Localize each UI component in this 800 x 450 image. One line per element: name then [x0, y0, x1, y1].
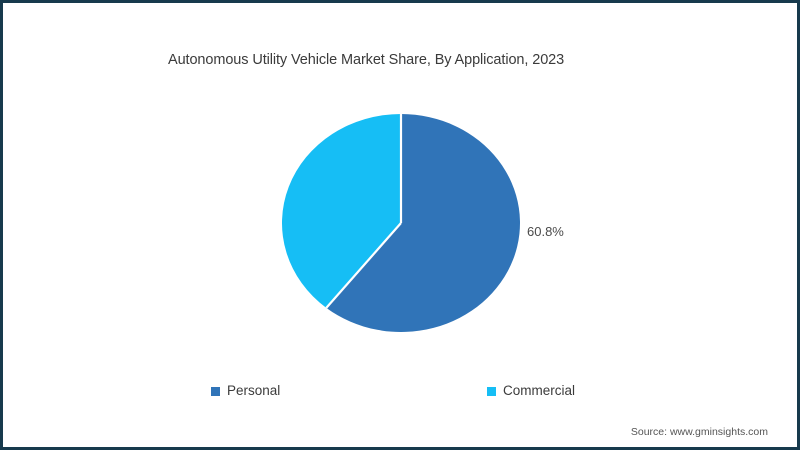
legend-label-personal: Personal [227, 383, 281, 398]
page-title: Autonomous Utility Vehicle Market Share,… [168, 52, 565, 68]
legend-item-commercial[interactable]: Commercial [487, 382, 575, 400]
pie-chart-svg [282, 114, 520, 332]
pie-divider-lower-left [325, 222, 402, 309]
pie-slice-personal[interactable] [326, 114, 520, 332]
legend-swatch-icon-personal [211, 386, 220, 396]
chart-legend: Personal Commercial [8, 382, 792, 404]
legend-label-commercial: Commercial [503, 383, 576, 398]
pie-slice-commercial[interactable] [282, 114, 401, 308]
pie-value-label-personal: 60.8% [527, 224, 564, 239]
chart-plot-area: Autonomous Utility Vehicle Market Share,… [8, 8, 792, 442]
legend-item-personal[interactable]: Personal [211, 382, 280, 400]
pie-chart [282, 114, 522, 332]
legend-swatch-icon-commercial [487, 386, 496, 396]
source-attribution: Source: www.gminsights.com [630, 426, 768, 438]
